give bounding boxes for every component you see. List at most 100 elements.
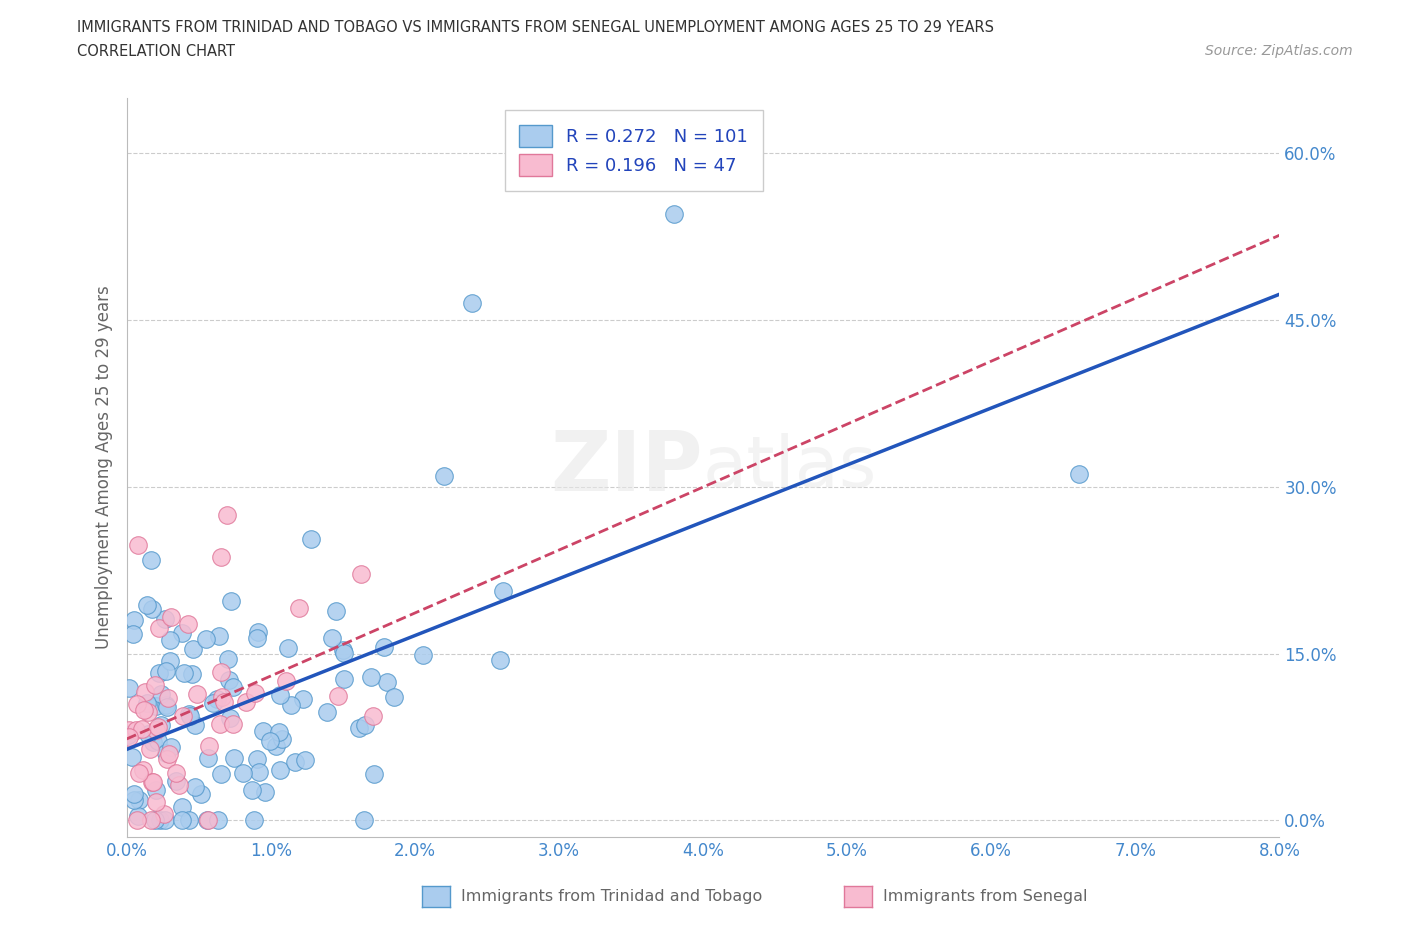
Point xyxy=(373,640,395,655)
Point xyxy=(145,794,167,809)
Point xyxy=(246,631,269,646)
Text: Immigrants from Senegal: Immigrants from Senegal xyxy=(883,889,1087,904)
Point xyxy=(492,583,515,598)
Point xyxy=(181,642,204,657)
Point xyxy=(124,723,146,737)
Text: atlas: atlas xyxy=(703,432,877,502)
Point xyxy=(153,806,176,821)
Point xyxy=(177,706,200,721)
Point xyxy=(284,754,307,769)
Point xyxy=(235,695,257,710)
Point xyxy=(316,705,339,720)
Point xyxy=(247,764,270,779)
Point xyxy=(117,727,139,742)
Point xyxy=(145,813,167,828)
Point xyxy=(186,686,208,701)
Point xyxy=(664,207,686,222)
Point xyxy=(269,687,291,702)
Point xyxy=(155,698,177,712)
Point xyxy=(127,538,149,552)
Point xyxy=(299,532,322,547)
Point xyxy=(172,709,194,724)
Point xyxy=(269,763,291,777)
Point xyxy=(269,724,291,739)
Point xyxy=(252,724,274,738)
Text: ZIP: ZIP xyxy=(551,427,703,508)
Point xyxy=(132,703,155,718)
Point xyxy=(148,665,170,680)
Point xyxy=(214,694,236,709)
Point xyxy=(354,718,377,733)
Point xyxy=(159,653,181,668)
Point xyxy=(118,681,141,696)
Point xyxy=(128,792,150,807)
Point xyxy=(177,617,200,631)
Point xyxy=(461,296,484,311)
Point xyxy=(143,677,166,692)
Point xyxy=(288,601,311,616)
Point xyxy=(276,673,298,688)
Point xyxy=(169,777,191,792)
Point xyxy=(136,727,159,742)
Point xyxy=(219,593,242,608)
Point xyxy=(156,690,179,705)
Point xyxy=(433,468,456,483)
Point xyxy=(325,604,347,618)
Point xyxy=(209,665,232,680)
Point xyxy=(170,800,193,815)
Point xyxy=(179,709,201,724)
Point xyxy=(375,675,398,690)
Point xyxy=(360,670,382,684)
Point xyxy=(155,664,177,679)
Point xyxy=(197,751,219,765)
Point xyxy=(128,765,150,780)
Point xyxy=(332,643,354,658)
Point xyxy=(121,750,143,764)
Point xyxy=(208,716,231,731)
Point xyxy=(280,698,302,712)
Text: Immigrants from Trinidad and Tobago: Immigrants from Trinidad and Tobago xyxy=(461,889,762,904)
Point xyxy=(209,550,232,565)
Point xyxy=(172,626,194,641)
Y-axis label: Unemployment Among Ages 25 to 29 years: Unemployment Among Ages 25 to 29 years xyxy=(94,286,112,649)
Point xyxy=(142,775,165,790)
Point xyxy=(489,652,512,667)
Point xyxy=(209,767,232,782)
Point xyxy=(353,813,375,828)
Point xyxy=(179,813,201,828)
Point xyxy=(134,684,156,699)
Text: CORRELATION CHART: CORRELATION CHART xyxy=(77,44,235,59)
Point xyxy=(141,602,163,617)
Point xyxy=(142,735,165,750)
Point xyxy=(221,717,243,732)
Point xyxy=(350,566,373,581)
Point xyxy=(160,609,183,624)
Point xyxy=(224,751,246,765)
Point xyxy=(118,723,141,737)
Point xyxy=(145,698,167,713)
Point xyxy=(131,722,153,737)
Text: Source: ZipAtlas.com: Source: ZipAtlas.com xyxy=(1205,44,1353,58)
Point xyxy=(266,738,288,753)
Point xyxy=(219,711,242,725)
Point xyxy=(136,696,159,711)
Point xyxy=(155,813,177,828)
Point xyxy=(321,631,343,645)
Point xyxy=(165,765,187,780)
Point xyxy=(148,620,170,635)
Point xyxy=(145,723,167,737)
Point xyxy=(202,696,225,711)
Point xyxy=(292,692,315,707)
Point xyxy=(149,813,172,828)
Point xyxy=(122,786,145,801)
Point xyxy=(384,690,406,705)
Point xyxy=(294,752,316,767)
Point xyxy=(157,747,180,762)
Point xyxy=(217,651,239,666)
Point xyxy=(132,763,155,777)
Point xyxy=(160,739,183,754)
Point xyxy=(271,732,294,747)
Point xyxy=(117,729,139,744)
Point xyxy=(153,611,176,626)
Point xyxy=(173,666,195,681)
